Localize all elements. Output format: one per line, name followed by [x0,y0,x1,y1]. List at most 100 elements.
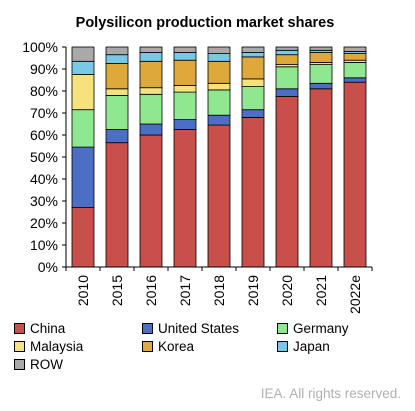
bar-segment-germany-2017 [173,91,197,120]
bar-segment-row-2015 [105,46,129,56]
bar-segment-korea-2020 [275,54,299,66]
bar-segment-united-states-2018 [207,114,231,126]
x-tick-label: 2021 [313,275,329,306]
legend-item-korea: Korea [142,338,277,355]
bar-segment-korea-2022e [343,53,367,61]
x-tick-label: 2018 [211,275,227,306]
x-tick-label: 2022e [347,275,363,314]
legend-swatch [142,323,153,334]
y-tick-label: 20% [30,215,58,231]
bar-segment-row-2010 [71,46,95,62]
bar-segment-row-2017 [173,46,197,53]
bar-segment-germany-2022e [343,62,367,79]
bar-segment-row-2020 [275,46,299,51]
bar-segment-china-2019 [241,117,265,268]
legend-swatch [14,341,25,352]
legend: China United States Germany Malaysia Korea Ja… [14,320,409,373]
bar-segment-row-2021 [309,46,333,51]
bar-segment-united-states-2016 [139,123,163,136]
x-tick-label: 2010 [75,275,91,306]
bar-segment-germany-2019 [241,86,265,111]
legend-swatch [142,341,153,352]
legend-label: Malaysia [30,339,84,354]
y-tick-label: 30% [30,193,58,209]
bar-segment-united-states-2015 [105,129,129,144]
bars-group [71,46,367,268]
bar-segment-row-2016 [139,46,163,53]
bar-segment-malaysia-2010 [71,74,95,111]
x-tick-label: 2020 [279,275,295,306]
bar-segment-korea-2015 [105,63,129,90]
legend-item-malaysia: Malaysia [14,338,142,355]
y-tick-label: 40% [30,171,58,187]
bar-segment-germany-2020 [275,66,299,90]
bar-segment-germany-2015 [105,95,129,130]
x-tick-label: 2015 [109,275,125,306]
bar-segment-japan-2015 [105,54,129,64]
bar-segment-china-2020 [275,96,299,268]
bar-segment-malaysia-2019 [241,78,265,88]
bar-segment-row-2022e [343,46,367,52]
bar-segment-china-2015 [105,142,129,268]
chart-title: Polysilicon production market shares [76,15,335,31]
x-tick-label: 2019 [245,275,261,306]
copyright-footer: IEA. All rights reserved. [260,386,401,401]
bar-segment-korea-2019 [241,56,265,80]
y-tick-label: 90% [30,61,58,77]
bar-segment-korea-2016 [139,60,163,89]
bar-segment-japan-2019 [241,52,265,58]
legend-swatch [14,323,25,334]
legend-label: ROW [30,357,63,372]
y-tick-label: 10% [30,237,58,253]
bar-segment-china-2017 [173,129,197,268]
bar-segment-china-2016 [139,134,163,268]
y-tick-label: 0% [38,259,58,275]
legend-label: United States [158,321,240,336]
bar-segment-united-states-2020 [275,88,299,97]
y-tick-label: 100% [22,39,58,55]
legend-label: China [30,321,66,336]
bar-segment-germany-2018 [207,89,231,116]
legend-swatch [277,323,288,334]
bar-segment-germany-2021 [309,64,333,84]
bar-segment-malaysia-2015 [105,88,129,96]
legend-item-row: ROW [14,356,142,373]
legend-item-united-states: United States [142,320,277,337]
bar-segment-japan-2020 [275,49,299,56]
bar-segment-germany-2010 [71,109,95,148]
bar-segment-row-2018 [207,46,231,54]
bar-segment-japan-2017 [173,52,197,61]
bar-segment-china-2018 [207,124,231,268]
legend-swatch [14,359,25,370]
y-tick-label: 50% [30,149,58,165]
legend-label: Germany [293,321,349,336]
bar-segment-malaysia-2016 [139,87,163,95]
axes-group: 0% 10% 20% 30% 40% 50% 60% 70% 80% 90% 100% 2010 201… [22,39,373,314]
legend-item-japan: Japan [277,338,409,355]
legend-item-germany: Germany [277,320,409,337]
bar-segment-row-2019 [241,46,265,53]
y-tick-label: 80% [30,83,58,99]
y-tick-label: 60% [30,127,58,143]
legend-label: Japan [293,339,330,354]
x-tick-label: 2017 [177,275,193,306]
legend-item-china: China [14,320,142,337]
bar-segment-germany-2016 [139,93,163,125]
bar-segment-united-states-2022e [343,77,367,83]
x-tick-label: 2016 [143,275,159,306]
bar-segment-china-2022e [343,81,367,268]
bar-segment-united-states-2017 [173,119,197,130]
bar-segment-japan-2018 [207,53,231,62]
bar-segment-korea-2018 [207,60,231,84]
legend-label: Korea [158,339,195,354]
y-tick-label: 70% [30,105,58,121]
bar-segment-united-states-2010 [71,146,95,209]
bar-segment-united-states-2021 [309,82,333,90]
bar-segment-korea-2021 [309,52,333,63]
bar-segment-japan-2016 [139,52,163,62]
bar-segment-china-2021 [309,88,333,268]
legend-swatch [277,341,288,352]
bar-segment-malaysia-2018 [207,82,231,91]
bar-segment-japan-2010 [71,60,95,75]
